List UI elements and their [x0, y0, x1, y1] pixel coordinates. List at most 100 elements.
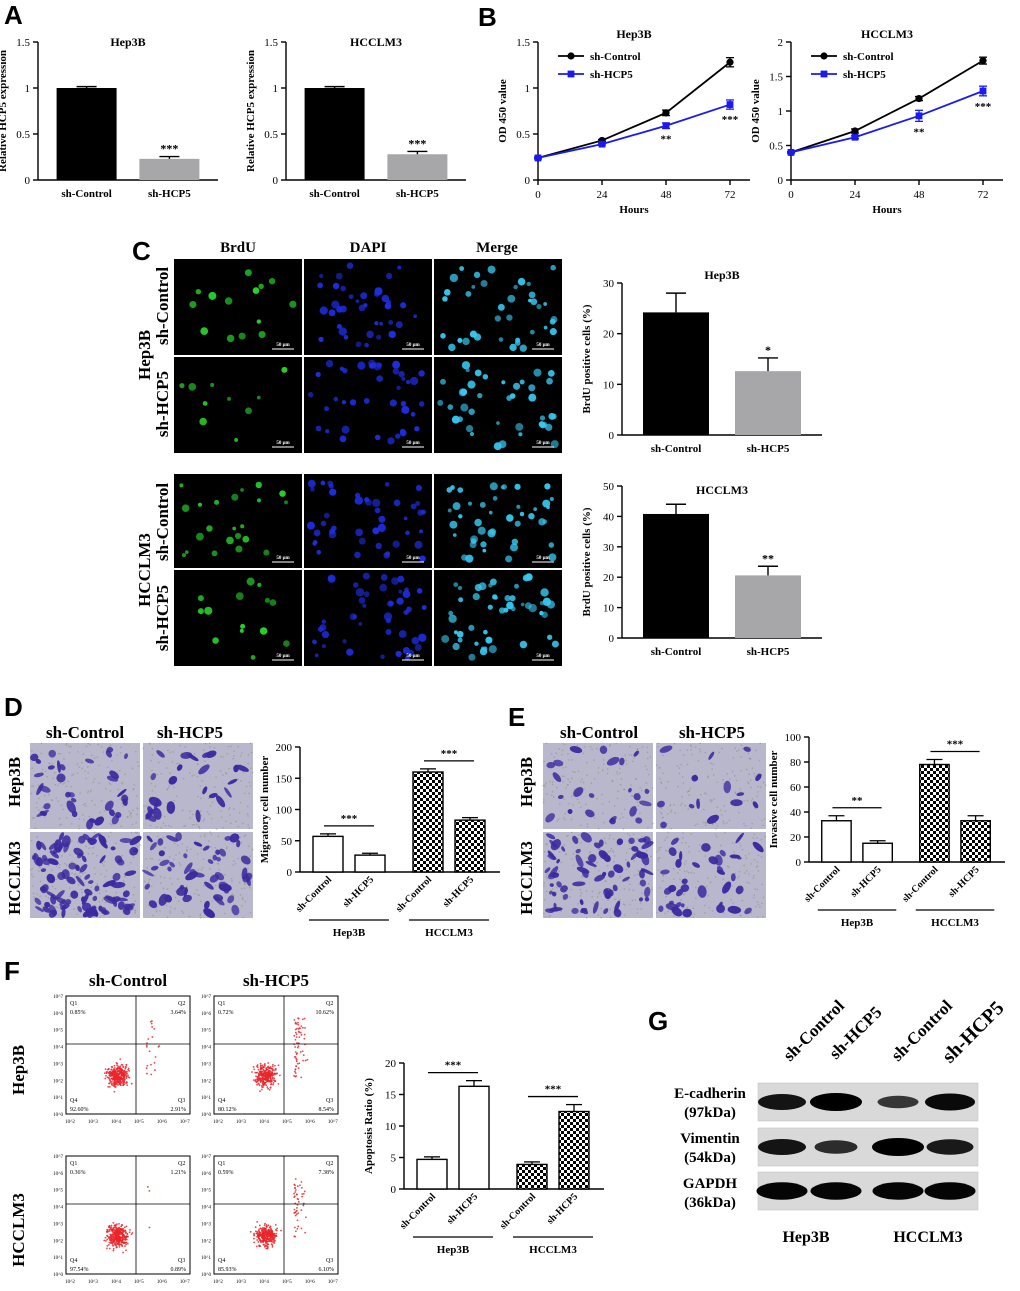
flow-row-label: Hep3B: [9, 1045, 28, 1095]
x-tick-label: sh-HCP5: [341, 874, 376, 909]
membrane-pore: [706, 877, 709, 880]
event-dot: [111, 1240, 114, 1243]
membrane-pore: [723, 822, 725, 825]
blot-cell-line-label: HCCLM3: [893, 1229, 962, 1246]
cell-nucleus: [472, 592, 480, 601]
event-dot: [118, 1228, 121, 1231]
stained-cell: [121, 794, 129, 803]
membrane-pore: [749, 757, 752, 760]
membrane-pore: [611, 780, 614, 783]
cell-nucleus: [208, 291, 217, 300]
event-dot: [113, 1083, 116, 1086]
membrane-pore: [31, 867, 34, 870]
membrane-pore: [661, 816, 664, 819]
membrane-pore: [637, 873, 639, 876]
quadrant-label: Q2: [178, 1161, 185, 1167]
stained-cell: [40, 884, 49, 894]
cell-nucleus: [400, 400, 407, 407]
event-dot: [114, 1224, 117, 1227]
membrane-pore: [209, 868, 211, 870]
membrane-pore: [665, 787, 667, 789]
flow-plot-frame: [213, 1155, 339, 1275]
flow-y-tick: 10^2: [53, 1239, 63, 1244]
stained-cell: [752, 841, 764, 853]
data-point: [726, 101, 734, 108]
membrane-pore: [201, 780, 204, 782]
event-dot: [271, 1245, 274, 1248]
event-dot: [267, 1087, 269, 1090]
x-tick-label: sh-HCP5: [747, 646, 790, 658]
event-dot: [265, 1247, 268, 1250]
membrane-pore: [756, 865, 759, 868]
membrane-pore: [762, 915, 764, 918]
membrane-pore: [65, 816, 68, 819]
event-dot: [110, 1068, 113, 1071]
cell-nucleus: [184, 550, 189, 554]
membrane-pore: [562, 781, 564, 783]
membrane-pore: [243, 887, 246, 889]
event-dot: [271, 1232, 274, 1235]
membrane-pore: [92, 781, 95, 783]
bar: [735, 575, 801, 638]
membrane-pore: [220, 816, 223, 818]
stained-cell: [668, 847, 677, 857]
event-dot: [112, 1241, 115, 1244]
event-dot: [130, 1082, 133, 1085]
micrograph-col-label-merge: Merge: [476, 240, 518, 256]
event-dot: [262, 1083, 264, 1086]
membrane-pore: [208, 813, 210, 815]
membrane-pore: [745, 869, 748, 872]
event-dot: [274, 1079, 276, 1082]
event-dot: [153, 1028, 156, 1030]
membrane-pore: [199, 835, 202, 838]
cell-nucleus: [258, 283, 264, 290]
cell-nucleus: [339, 435, 347, 443]
cell-nucleus: [542, 499, 551, 508]
membrane-pore: [81, 872, 84, 875]
event-dot: [268, 1066, 271, 1069]
membrane-pore: [680, 841, 683, 844]
cell-nucleus: [457, 637, 463, 643]
membrane-pore: [77, 825, 80, 827]
event-dot: [298, 1036, 301, 1039]
membrane-pore: [191, 824, 194, 826]
event-dot: [110, 1226, 113, 1229]
stained-cell: [227, 778, 238, 785]
cell-nucleus: [224, 297, 233, 305]
membrane-pore: [542, 784, 544, 787]
membrane-pore: [53, 772, 56, 774]
membrane-pore: [583, 787, 585, 790]
membrane-pore: [184, 746, 186, 748]
membrane-pore: [43, 816, 46, 818]
membrane-pore: [679, 878, 681, 880]
y-tick-label: 200: [276, 742, 293, 754]
stained-cell: [49, 904, 57, 916]
cell-nucleus: [320, 520, 327, 527]
membrane-pore: [209, 742, 211, 745]
scale-bar-label: 50 μm: [536, 441, 550, 446]
membrane-pore: [616, 773, 619, 775]
membrane-pore: [593, 902, 595, 905]
membrane-pore: [163, 815, 166, 818]
cell-nucleus: [477, 392, 483, 399]
quadrant-label: Q1: [70, 1001, 77, 1007]
cell-nucleus: [376, 334, 382, 340]
membrane-pore: [200, 900, 202, 903]
flow-y-tick: 10^7: [201, 1155, 211, 1160]
stained-cell: [245, 874, 251, 887]
membrane-pore: [563, 844, 566, 847]
membrane-pore: [54, 783, 57, 786]
membrane-pore: [90, 789, 92, 792]
bar: [960, 820, 992, 863]
cell-nucleus: [465, 424, 474, 433]
membrane-pore: [149, 743, 151, 745]
membrane-pore: [714, 876, 717, 878]
event-dot: [123, 1236, 126, 1238]
membrane-pore: [563, 798, 566, 800]
event-dot: [293, 1074, 295, 1077]
membrane-pore: [597, 893, 600, 895]
quadrant-value: 0.72%: [218, 1010, 234, 1016]
cell-nucleus: [482, 548, 487, 553]
membrane-pore: [223, 912, 226, 915]
cell-nucleus: [509, 595, 516, 602]
